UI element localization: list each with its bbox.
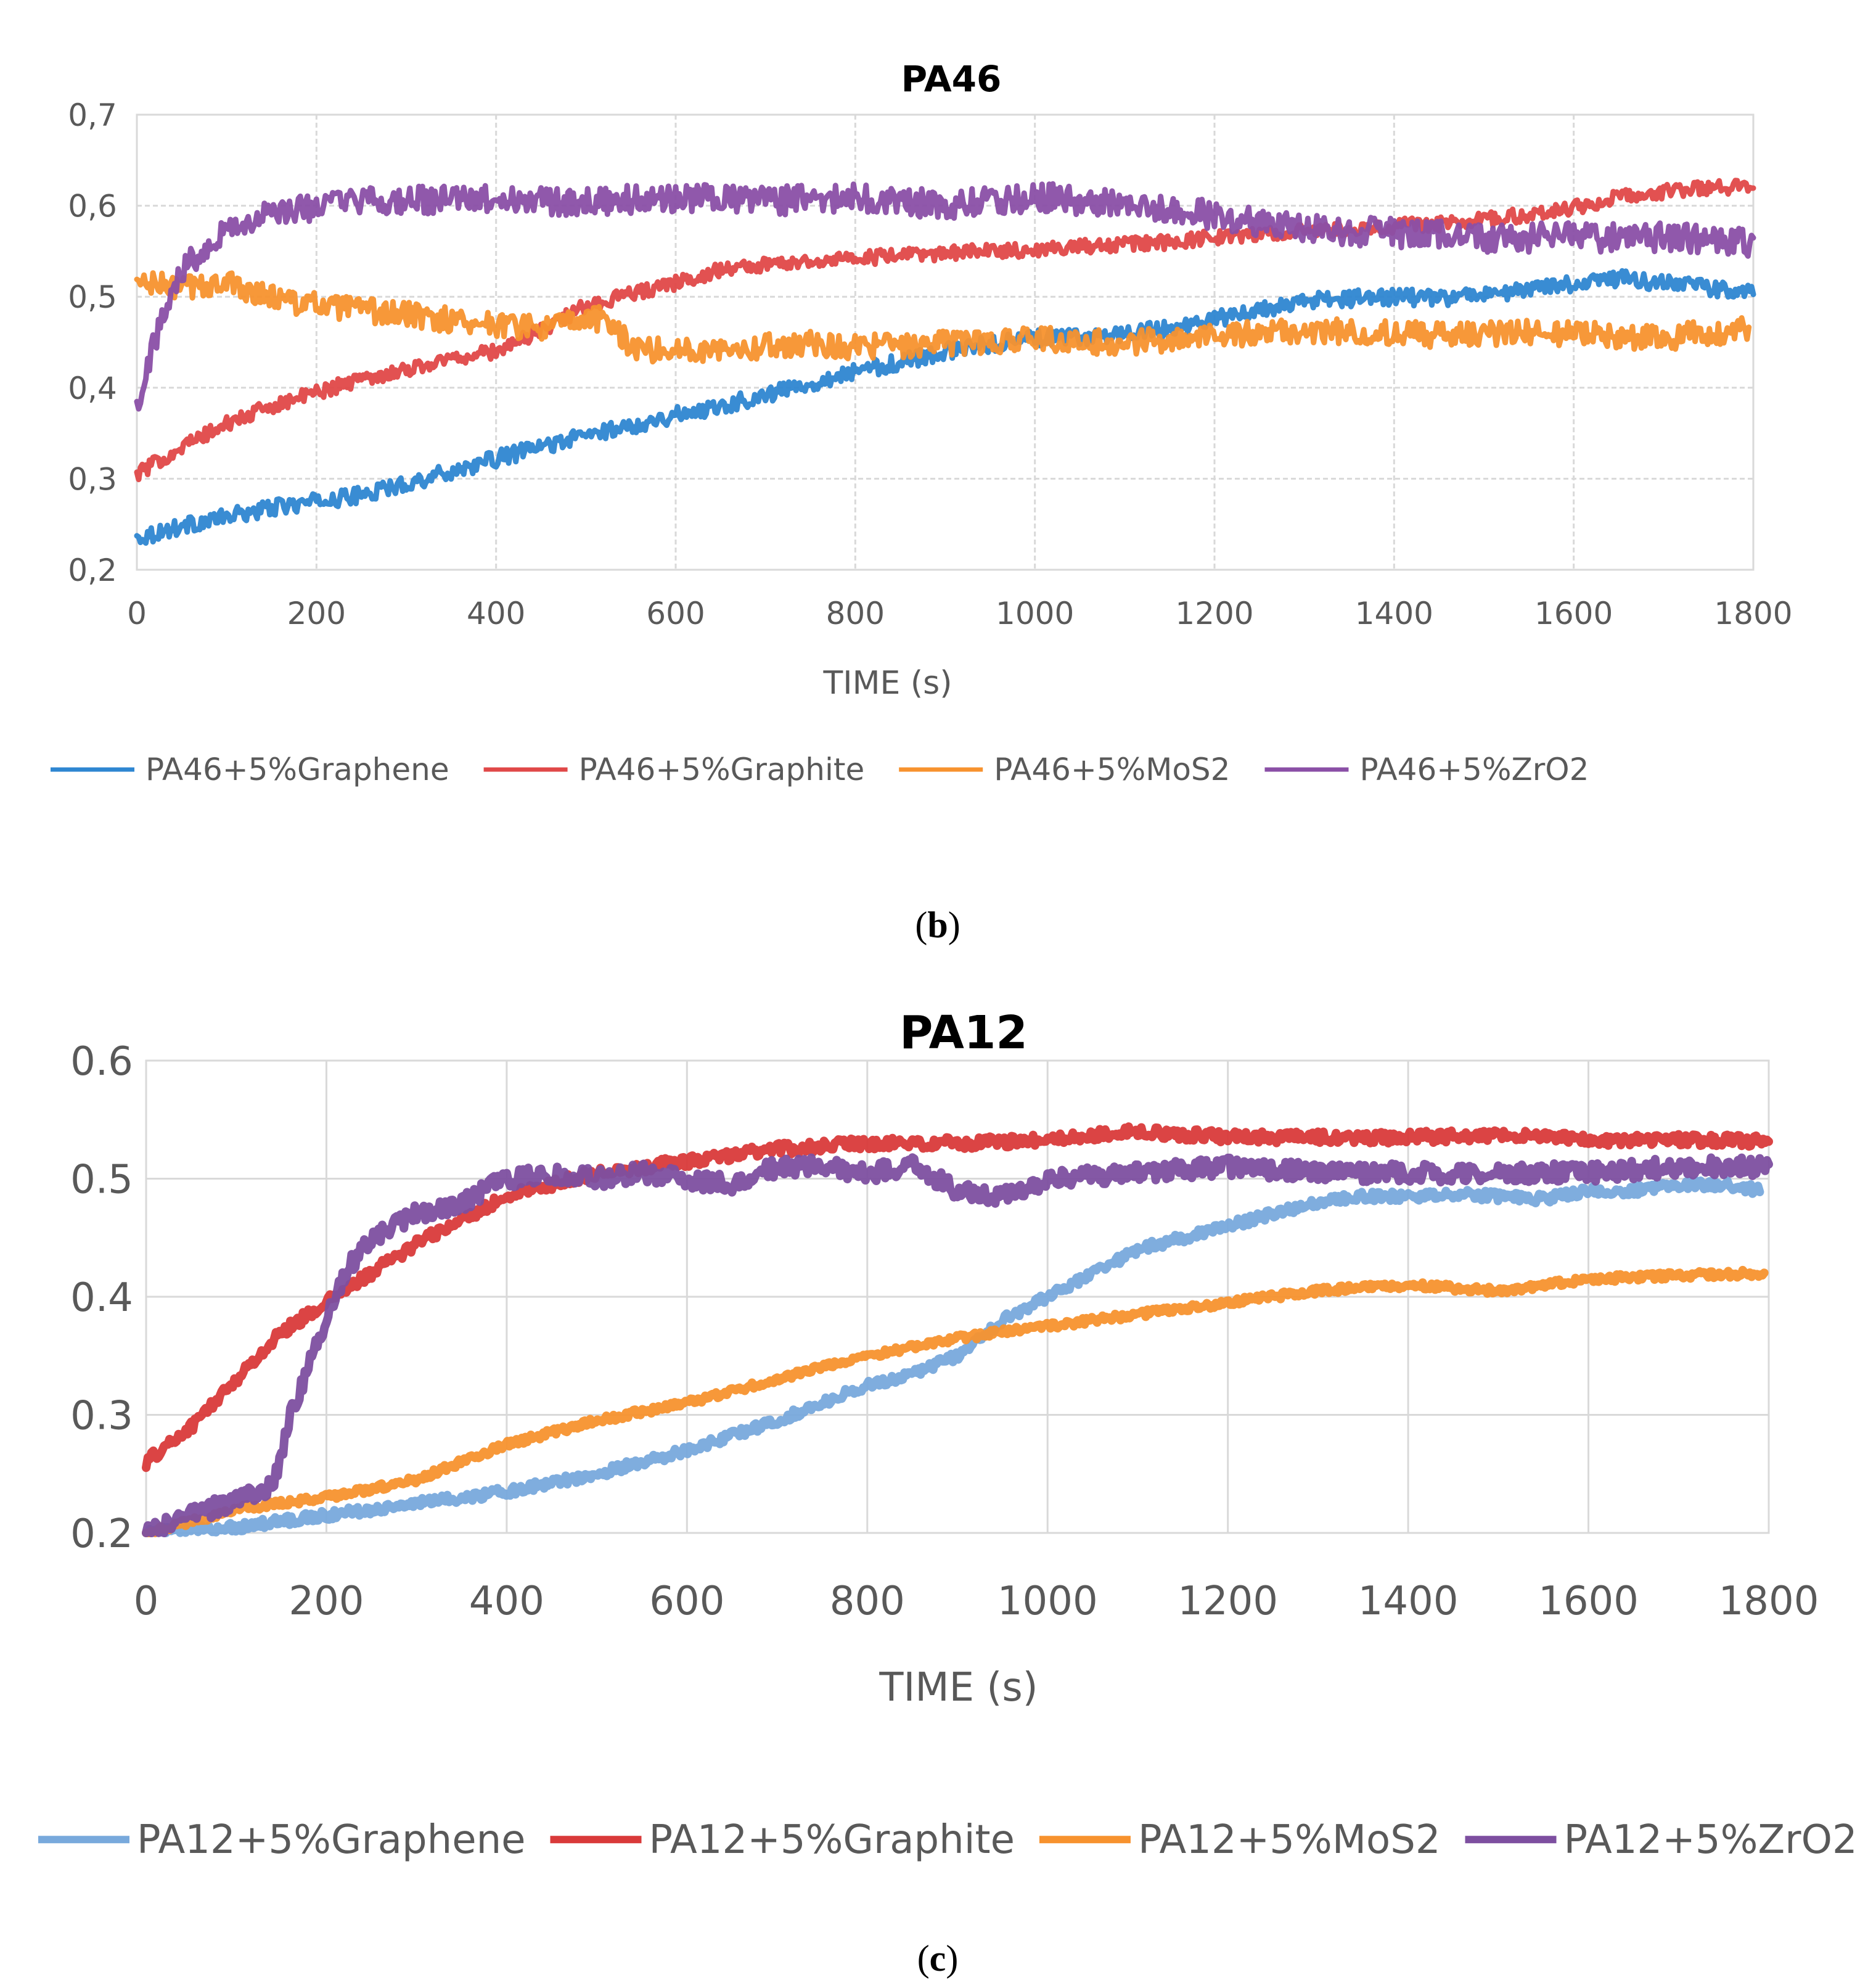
chart-pa12: 0.2 0.3 0.4 0.5 0.6 0 200 400 600 800 1000 1200 1400… — [38, 1006, 1858, 1979]
x-tick-label: 0 — [127, 596, 147, 631]
chart-pa46: 0,2 0,3 0,4 0,5 0,6 0,7 0 200 400 600 800 1000 1200 1… — [51, 58, 1793, 945]
y-tick-label: 0,6 — [68, 189, 117, 224]
x-axis-title: TIME (s) — [822, 665, 952, 702]
legend-item: PA12+5%Graphite — [550, 1817, 1015, 1863]
series-line-PA12+5%MoS2 — [142, 1265, 1769, 1537]
legend-label: PA46+5%ZrO2 — [1359, 752, 1589, 787]
series-line-PA46+5%MoS2 — [134, 270, 1752, 365]
x-tick-label: 1000 — [997, 1579, 1098, 1624]
chart-title: PA12 — [899, 1006, 1028, 1059]
y-tick-label: 0.3 — [70, 1394, 133, 1439]
chart-title: PA46 — [901, 58, 1002, 100]
x-tick-label: 400 — [469, 1579, 544, 1624]
legend: PA12+5%Graphene PA12+5%Graphite PA12+5%MoS… — [38, 1817, 1858, 1863]
x-tick-label: 800 — [826, 596, 885, 631]
series-line-PA12+5%Graphite — [142, 1122, 1773, 1473]
panel-label: (c) — [917, 1938, 959, 1979]
x-tick-label: 400 — [467, 596, 525, 631]
x-tick-label: 600 — [649, 1579, 724, 1624]
x-tick-label: 1400 — [1355, 596, 1433, 631]
y-tick-label: 0,2 — [68, 552, 117, 588]
y-tick-label: 0,7 — [68, 97, 117, 133]
x-axis-title: TIME (s) — [879, 1665, 1038, 1711]
y-tick-label: 0.2 — [70, 1511, 133, 1557]
legend-item: PA46+5%Graphene — [51, 752, 449, 787]
legend-item: PA12+5%MoS2 — [1039, 1817, 1441, 1863]
y-tick-label: 0.4 — [70, 1275, 133, 1321]
series-line-PA46+5%ZrO2 — [134, 181, 1756, 412]
x-tick-label: 600 — [646, 596, 705, 631]
legend-label: PA12+5%MoS2 — [1138, 1817, 1441, 1863]
panel-label: (b) — [915, 905, 960, 945]
legend-item: PA46+5%ZrO2 — [1264, 752, 1589, 787]
x-tick-label: 1000 — [996, 596, 1074, 631]
legend-label: PA12+5%ZrO2 — [1564, 1817, 1858, 1863]
series-line-PA12+5%Graphene — [142, 1176, 1764, 1537]
x-tick-label: 200 — [287, 596, 346, 631]
y-tick-label: 0,5 — [68, 279, 117, 315]
legend-item: PA12+5%ZrO2 — [1465, 1817, 1858, 1863]
legend-label: PA46+5%MoS2 — [994, 752, 1230, 787]
x-tick-label: 1200 — [1178, 1579, 1278, 1624]
x-tick-label: 1800 — [1719, 1579, 1819, 1624]
legend-label: PA46+5%Graphene — [145, 752, 449, 787]
x-tick-label: 200 — [289, 1579, 364, 1624]
x-tick-label: 1800 — [1714, 596, 1792, 631]
legend-label: PA12+5%Graphene — [137, 1817, 526, 1863]
x-tick-label: 1400 — [1358, 1579, 1459, 1624]
y-tick-label: 0.6 — [70, 1039, 133, 1085]
y-tick-label: 0.5 — [70, 1157, 133, 1203]
x-tick-label: 1600 — [1534, 596, 1613, 631]
legend: PA46+5%Graphene PA46+5%Graphite PA46+5%MoS… — [51, 752, 1589, 787]
x-tick-label: 800 — [830, 1579, 905, 1624]
legend-label: PA46+5%Graphite — [579, 752, 865, 787]
y-tick-label: 0,4 — [68, 371, 117, 406]
y-tick-label: 0,3 — [68, 461, 117, 497]
series-line-PA46+5%Graphite — [134, 178, 1756, 482]
legend-label: PA12+5%Graphite — [649, 1817, 1015, 1863]
x-tick-label: 0 — [134, 1579, 159, 1624]
x-tick-label: 1600 — [1538, 1579, 1639, 1624]
legend-item: PA46+5%Graphite — [483, 752, 865, 787]
x-tick-label: 1200 — [1175, 596, 1253, 631]
series-line-PA46+5%Graphene — [134, 268, 1756, 546]
legend-item: PA12+5%Graphene — [38, 1817, 526, 1863]
legend-item: PA46+5%MoS2 — [899, 752, 1230, 787]
series-line-PA12+5%ZrO2 — [142, 1153, 1773, 1537]
